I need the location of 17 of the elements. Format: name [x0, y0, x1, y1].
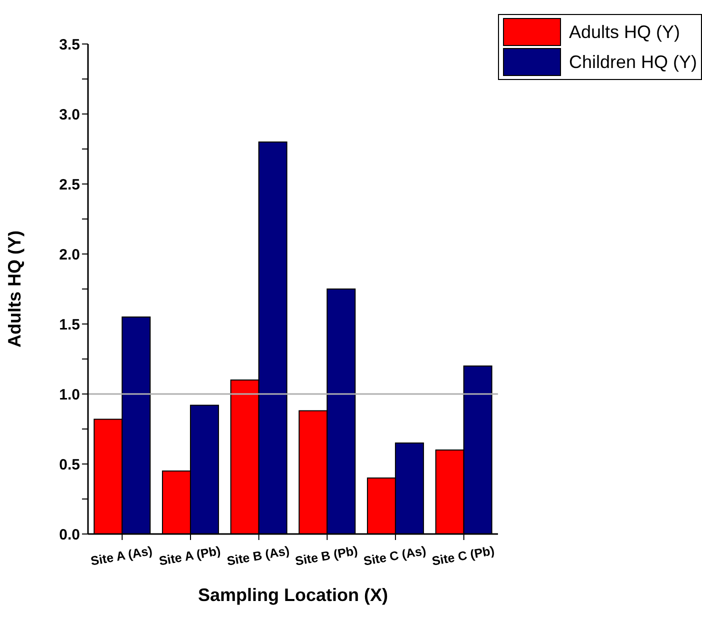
y-tick-label: 2.0 [59, 246, 80, 264]
x-tick-label: Site C (Pb) [430, 544, 496, 568]
legend-label: Children HQ (Y) [568, 52, 697, 72]
y-tick-label: 0.5 [59, 456, 80, 474]
x-tick-label: Site A (As) [90, 544, 154, 568]
y-tick-label: 1.5 [59, 316, 80, 334]
x-tick-label: Site B (Pb) [294, 544, 359, 568]
x-tick-label: Site C (As) [362, 544, 428, 568]
x-tick-label: Site B (As) [226, 544, 290, 568]
x-axis-title: Sampling Location (X) [198, 585, 388, 605]
x-tick-label: Site A (Pb) [158, 544, 222, 568]
y-tick-label: 3.0 [59, 106, 80, 124]
y-tick-label: 0.0 [59, 526, 80, 544]
y-tick-label: 1.0 [59, 386, 80, 404]
y-tick-label: 3.5 [59, 36, 80, 54]
legend-label: Adults HQ (Y) [568, 22, 680, 42]
y-tick-label: 2.5 [59, 176, 80, 194]
